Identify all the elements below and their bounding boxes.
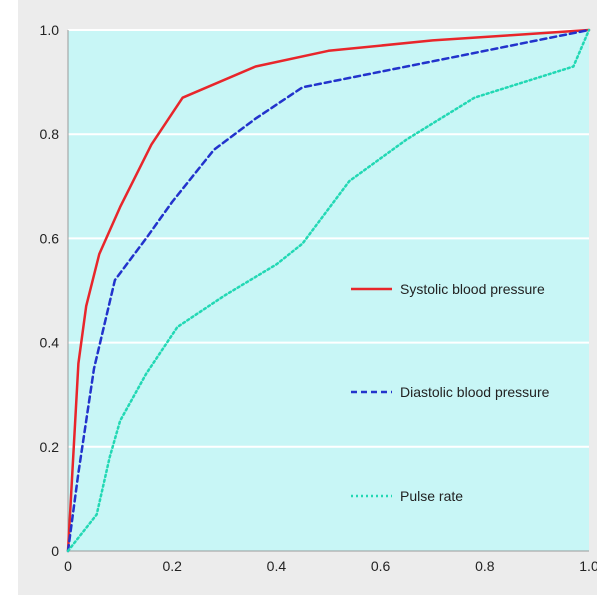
- series-line-1: [66, 28, 591, 553]
- y-tick-label: 0.8: [40, 126, 60, 142]
- legend-label-1: Systolic blood pressure: [400, 281, 545, 297]
- y-tick-label: 0: [51, 543, 59, 559]
- x-tick-label: 0.2: [162, 558, 182, 574]
- y-tick-label: 0.4: [40, 335, 60, 351]
- series-line-3: [66, 28, 591, 553]
- legend-label-2: Diastolic blood pressure: [400, 384, 550, 400]
- y-tick-label: 1.0: [40, 22, 60, 38]
- x-tick-label: 0.6: [371, 558, 391, 574]
- x-tick-label: 0.8: [475, 558, 495, 574]
- y-tick-label: 0.2: [40, 439, 60, 455]
- x-tick-label: 0.4: [267, 558, 287, 574]
- plot-area: [68, 30, 589, 551]
- y-tick-label: 0.6: [40, 230, 60, 246]
- series-line-2: [66, 28, 591, 553]
- x-tick-label: 1.0: [579, 558, 597, 574]
- x-tick-label: 0: [64, 558, 72, 574]
- legend-label-3: Pulse rate: [400, 488, 463, 504]
